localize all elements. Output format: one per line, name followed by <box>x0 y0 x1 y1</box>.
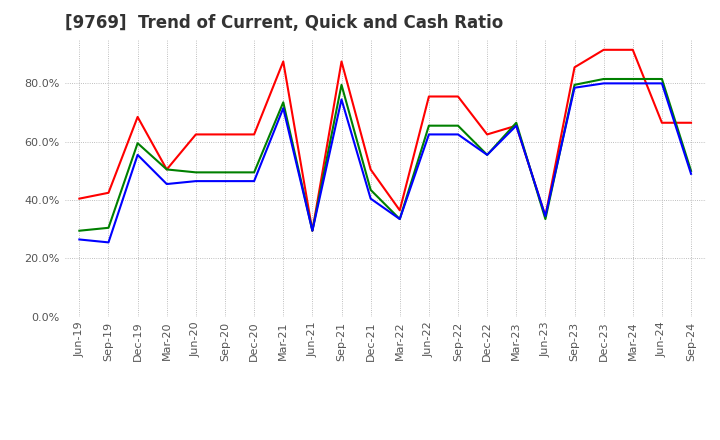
Quick Ratio <box>192 170 200 175</box>
Current Ratio <box>512 123 521 128</box>
Cash Ratio <box>250 179 258 184</box>
Quick Ratio <box>599 77 608 82</box>
Quick Ratio <box>308 228 317 233</box>
Current Ratio <box>250 132 258 137</box>
Current Ratio <box>104 190 113 195</box>
Cash Ratio <box>308 228 317 233</box>
Quick Ratio <box>657 77 666 82</box>
Cash Ratio <box>192 179 200 184</box>
Quick Ratio <box>220 170 229 175</box>
Cash Ratio <box>395 216 404 222</box>
Cash Ratio <box>657 81 666 86</box>
Current Ratio <box>163 167 171 172</box>
Quick Ratio <box>629 77 637 82</box>
Quick Ratio <box>163 167 171 172</box>
Cash Ratio <box>220 179 229 184</box>
Current Ratio <box>483 132 492 137</box>
Cash Ratio <box>483 152 492 158</box>
Line: Quick Ratio: Quick Ratio <box>79 79 691 231</box>
Current Ratio <box>279 59 287 64</box>
Quick Ratio <box>366 187 375 193</box>
Cash Ratio <box>599 81 608 86</box>
Cash Ratio <box>75 237 84 242</box>
Cash Ratio <box>541 213 550 219</box>
Cash Ratio <box>629 81 637 86</box>
Current Ratio <box>657 120 666 125</box>
Cash Ratio <box>687 171 696 176</box>
Quick Ratio <box>250 170 258 175</box>
Quick Ratio <box>541 216 550 222</box>
Cash Ratio <box>104 240 113 245</box>
Quick Ratio <box>104 225 113 231</box>
Quick Ratio <box>454 123 462 128</box>
Cash Ratio <box>570 85 579 90</box>
Line: Cash Ratio: Cash Ratio <box>79 83 691 242</box>
Current Ratio <box>395 208 404 213</box>
Current Ratio <box>687 120 696 125</box>
Current Ratio <box>308 228 317 233</box>
Cash Ratio <box>425 132 433 137</box>
Quick Ratio <box>133 140 142 146</box>
Current Ratio <box>454 94 462 99</box>
Quick Ratio <box>425 123 433 128</box>
Cash Ratio <box>133 152 142 158</box>
Quick Ratio <box>395 216 404 222</box>
Current Ratio <box>541 213 550 219</box>
Quick Ratio <box>483 152 492 158</box>
Quick Ratio <box>512 120 521 125</box>
Cash Ratio <box>512 123 521 128</box>
Current Ratio <box>599 47 608 52</box>
Cash Ratio <box>366 196 375 201</box>
Current Ratio <box>629 47 637 52</box>
Text: [9769]  Trend of Current, Quick and Cash Ratio: [9769] Trend of Current, Quick and Cash … <box>65 15 503 33</box>
Current Ratio <box>75 196 84 201</box>
Cash Ratio <box>279 106 287 111</box>
Cash Ratio <box>454 132 462 137</box>
Current Ratio <box>570 65 579 70</box>
Quick Ratio <box>279 100 287 105</box>
Cash Ratio <box>163 181 171 187</box>
Line: Current Ratio: Current Ratio <box>79 50 691 231</box>
Current Ratio <box>192 132 200 137</box>
Current Ratio <box>425 94 433 99</box>
Current Ratio <box>133 114 142 120</box>
Quick Ratio <box>570 82 579 88</box>
Current Ratio <box>337 59 346 64</box>
Quick Ratio <box>75 228 84 233</box>
Quick Ratio <box>687 168 696 173</box>
Quick Ratio <box>337 82 346 88</box>
Current Ratio <box>366 167 375 172</box>
Cash Ratio <box>337 97 346 102</box>
Current Ratio <box>220 132 229 137</box>
